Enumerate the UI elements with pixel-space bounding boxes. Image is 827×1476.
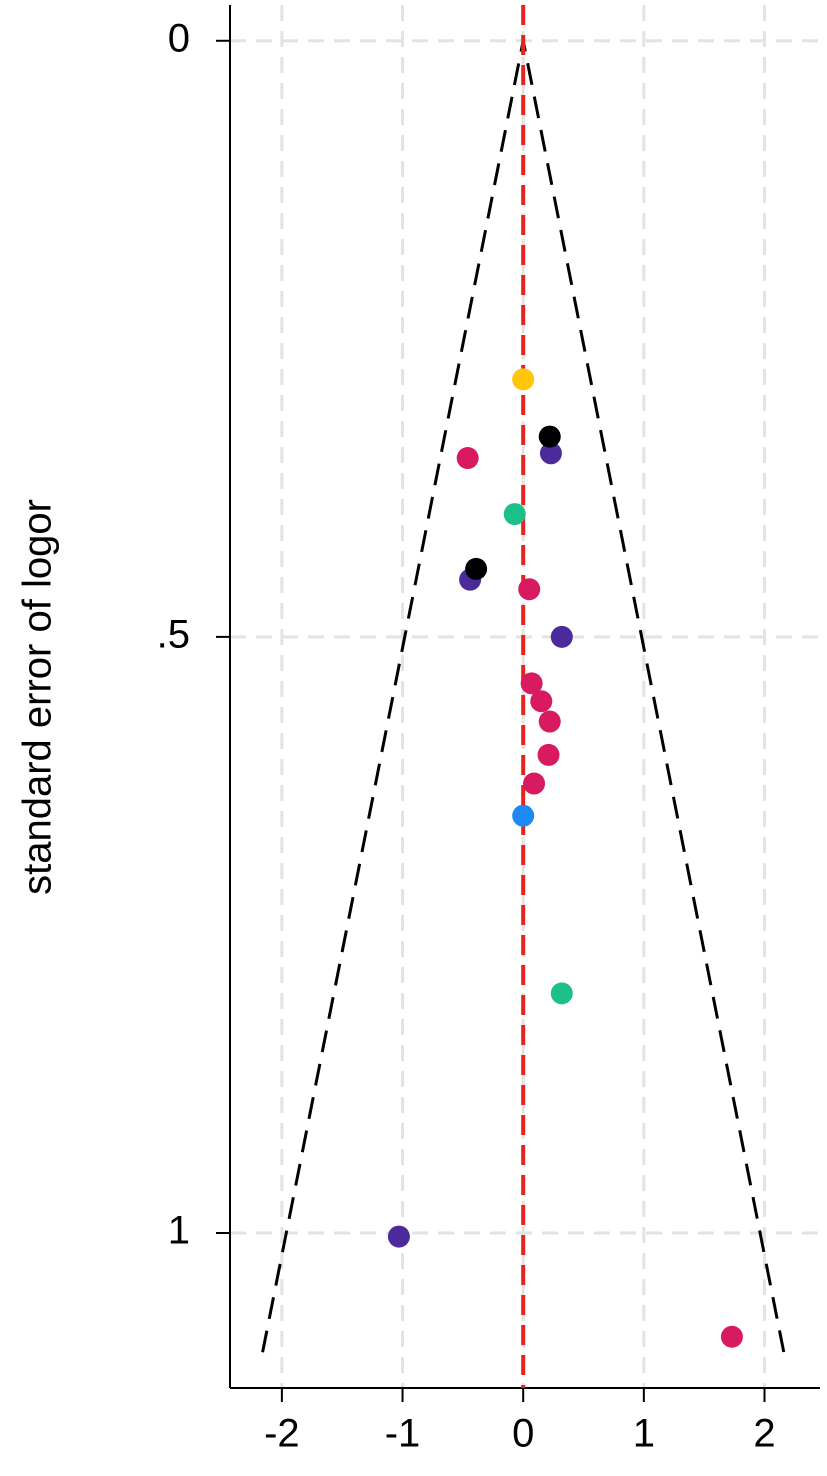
y-tick-label: 0 xyxy=(168,16,190,60)
y-axis-label: standard error of logor xyxy=(16,499,60,895)
x-tick-label: -1 xyxy=(385,1412,421,1456)
point xyxy=(512,368,535,391)
x-tick-label: 1 xyxy=(633,1412,655,1456)
point xyxy=(387,1225,410,1248)
point xyxy=(503,503,526,526)
x-tick-label: 0 xyxy=(512,1412,534,1456)
x-tick-label: -2 xyxy=(264,1412,300,1456)
y-tick-label: .5 xyxy=(157,612,190,656)
y-tick-label: 1 xyxy=(168,1209,190,1253)
point xyxy=(537,743,560,766)
x-tick-label: 2 xyxy=(753,1412,775,1456)
point xyxy=(539,442,562,465)
point xyxy=(465,557,488,580)
point xyxy=(512,804,535,827)
point xyxy=(720,1325,743,1348)
point xyxy=(550,625,573,648)
point xyxy=(538,710,561,733)
point xyxy=(518,578,541,601)
point xyxy=(550,982,573,1005)
point xyxy=(520,672,543,695)
point xyxy=(523,772,546,795)
point xyxy=(530,690,553,713)
point xyxy=(456,447,479,470)
point xyxy=(538,425,561,448)
